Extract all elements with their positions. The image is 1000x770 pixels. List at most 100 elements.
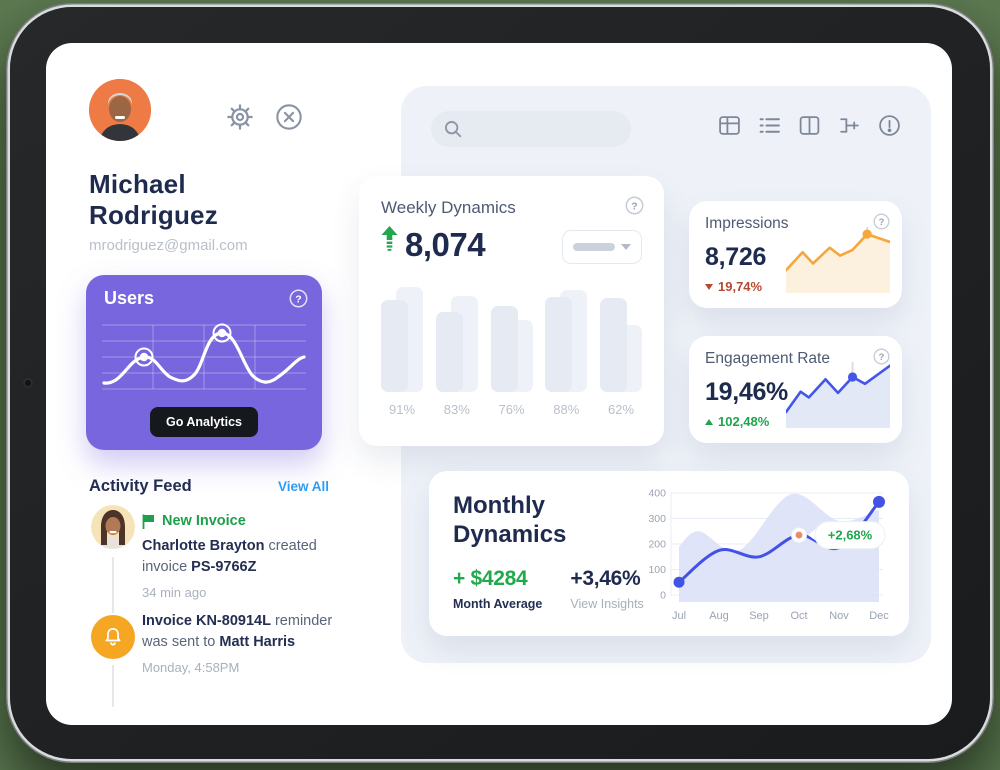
- impressions-title: Impressions: [705, 215, 789, 232]
- svg-text:Oct: Oct: [790, 610, 807, 622]
- help-icon: ?: [873, 348, 890, 365]
- view-all-link[interactable]: View All: [277, 479, 329, 494]
- list-view-icon: [759, 118, 780, 133]
- svg-text:Nov: Nov: [829, 610, 849, 622]
- grid-view-button[interactable]: [718, 114, 741, 137]
- svg-text:Sep: Sep: [749, 610, 769, 622]
- bar-current: [490, 305, 518, 392]
- activity-feed-header: Activity Feed View All: [89, 477, 329, 496]
- view-insights-link[interactable]: View Insights: [570, 597, 644, 611]
- feed-item-text: Invoice KN-80914L reminder was sent to M…: [142, 613, 333, 650]
- timeline-connector: [112, 665, 114, 707]
- svg-text:Aug: Aug: [709, 610, 729, 622]
- timeline-connector: [112, 557, 114, 613]
- merge-flow-icon: [840, 118, 859, 133]
- help-icon: ?: [873, 213, 890, 230]
- svg-text:+2,68%: +2,68%: [828, 528, 873, 543]
- svg-text:400: 400: [648, 488, 666, 500]
- weekly-card-title: Weekly Dynamics: [381, 198, 516, 217]
- feed-avatar-charlotte: [91, 505, 135, 549]
- woman-avatar-illustration: [91, 505, 135, 549]
- bar-group: 76%: [490, 280, 533, 428]
- svg-text:300: 300: [648, 513, 666, 525]
- engagement-delta: 102,48%: [705, 414, 769, 429]
- monthly-title: Monthly Dynamics: [453, 492, 567, 548]
- engagement-sparkline: [786, 362, 890, 428]
- users-card-title: Users: [104, 288, 155, 308]
- bar-current: [381, 300, 408, 392]
- monthly-percent-value: +3,46%: [570, 567, 641, 590]
- feed-item-reminder: Invoice KN-80914L reminder was sent to M…: [142, 611, 356, 675]
- bar-value-label: 83%: [443, 402, 470, 417]
- users-help-button[interactable]: ?: [289, 289, 308, 311]
- feed-item-time: Monday, 4:58PM: [142, 660, 240, 675]
- go-analytics-button[interactable]: Go Analytics: [150, 407, 258, 437]
- svg-text:100: 100: [648, 564, 666, 576]
- monthly-stats: + $4284 Month Average +3,46% View Insigh…: [453, 567, 644, 611]
- view-toolbar: [718, 114, 901, 137]
- weekly-range-dropdown[interactable]: [562, 230, 642, 264]
- help-icon: ?: [625, 196, 644, 215]
- weekly-value: 8,074: [405, 226, 486, 263]
- screen: Michael Rodriguez mrodriguez@gmail.com U…: [46, 43, 952, 725]
- triangle-up-icon: [705, 418, 713, 425]
- monthly-line-chart: 400 300 200 100 0 Jul Aug Sep Oct Nov Dec +2,68%: [648, 488, 889, 623]
- gear-icon: [227, 104, 253, 130]
- bar-group: 62%: [600, 280, 642, 428]
- svg-text:?: ?: [631, 200, 637, 212]
- search-input[interactable]: [471, 120, 625, 138]
- weekly-dynamics-card: Weekly Dynamics ? 8,074 9: [359, 176, 664, 446]
- settings-button[interactable]: [224, 101, 256, 133]
- impressions-delta: 19,74%: [705, 279, 762, 294]
- chevron-down-icon: [621, 244, 631, 250]
- columns-view-button[interactable]: [798, 114, 821, 137]
- feed-badge: New Invoice: [142, 513, 356, 529]
- users-card: Users ? Go Analytics: [86, 275, 322, 450]
- bar-value-label: 91%: [388, 402, 416, 417]
- impressions-sparkline: [786, 227, 890, 293]
- profile-name: Michael Rodriguez: [89, 169, 218, 230]
- columns-view-icon: [799, 116, 820, 135]
- alerts-button[interactable]: [878, 114, 901, 137]
- weekly-bar-chart: 91% 83% 76% 88% 62%: [381, 280, 642, 428]
- profile-email: mrodriguez@gmail.com: [89, 237, 248, 254]
- alert-circle-icon: [879, 115, 900, 136]
- bar-value-label: 62%: [607, 402, 635, 417]
- feed-item-time: 34 min ago: [142, 585, 207, 600]
- users-line-chart: [102, 323, 306, 390]
- bar-group: 83%: [435, 280, 478, 428]
- dropdown-placeholder: [573, 243, 615, 251]
- trend-up-arrow-icon: [381, 226, 398, 251]
- close-button[interactable]: [273, 101, 305, 133]
- bar-group: 91%: [381, 280, 423, 428]
- impressions-value: 8,726: [705, 243, 767, 271]
- tablet-frame: Michael Rodriguez mrodriguez@gmail.com U…: [10, 7, 990, 759]
- triangle-down-icon: [705, 283, 713, 290]
- feed-item-text: Charlotte Brayton created invoice PS-976…: [142, 538, 317, 575]
- weekly-help-button[interactable]: ?: [625, 196, 644, 218]
- search-bar[interactable]: [431, 111, 631, 147]
- svg-text:0: 0: [660, 590, 666, 602]
- list-view-button[interactable]: [758, 114, 781, 137]
- monthly-dynamics-card: Monthly Dynamics + $4284 Month Average +…: [429, 471, 909, 636]
- bar-current: [435, 312, 463, 392]
- bell-icon: [105, 627, 121, 646]
- feed-item-new-invoice: New Invoice Charlotte Brayton created in…: [142, 513, 356, 600]
- table-view-icon: [719, 116, 740, 135]
- camera-dot: [23, 378, 33, 388]
- monthly-percent-stat: +3,46% View Insights: [570, 567, 643, 611]
- engagement-rate-card: Engagement Rate ? 19,46% 102,48%: [689, 336, 902, 443]
- feed-reminder-badge: [91, 615, 135, 659]
- svg-text:Jul: Jul: [672, 610, 686, 622]
- engagement-help-button[interactable]: ?: [873, 348, 890, 368]
- impressions-help-button[interactable]: ?: [873, 213, 890, 233]
- flow-view-button[interactable]: [838, 114, 861, 137]
- svg-text:?: ?: [295, 293, 301, 305]
- profile-avatar[interactable]: [89, 79, 151, 141]
- monthly-average-label: Month Average: [453, 597, 543, 611]
- help-icon: ?: [289, 289, 308, 308]
- svg-text:Dec: Dec: [869, 610, 889, 622]
- search-icon: [444, 120, 462, 138]
- bar-current: [600, 297, 627, 392]
- close-icon: [276, 104, 302, 130]
